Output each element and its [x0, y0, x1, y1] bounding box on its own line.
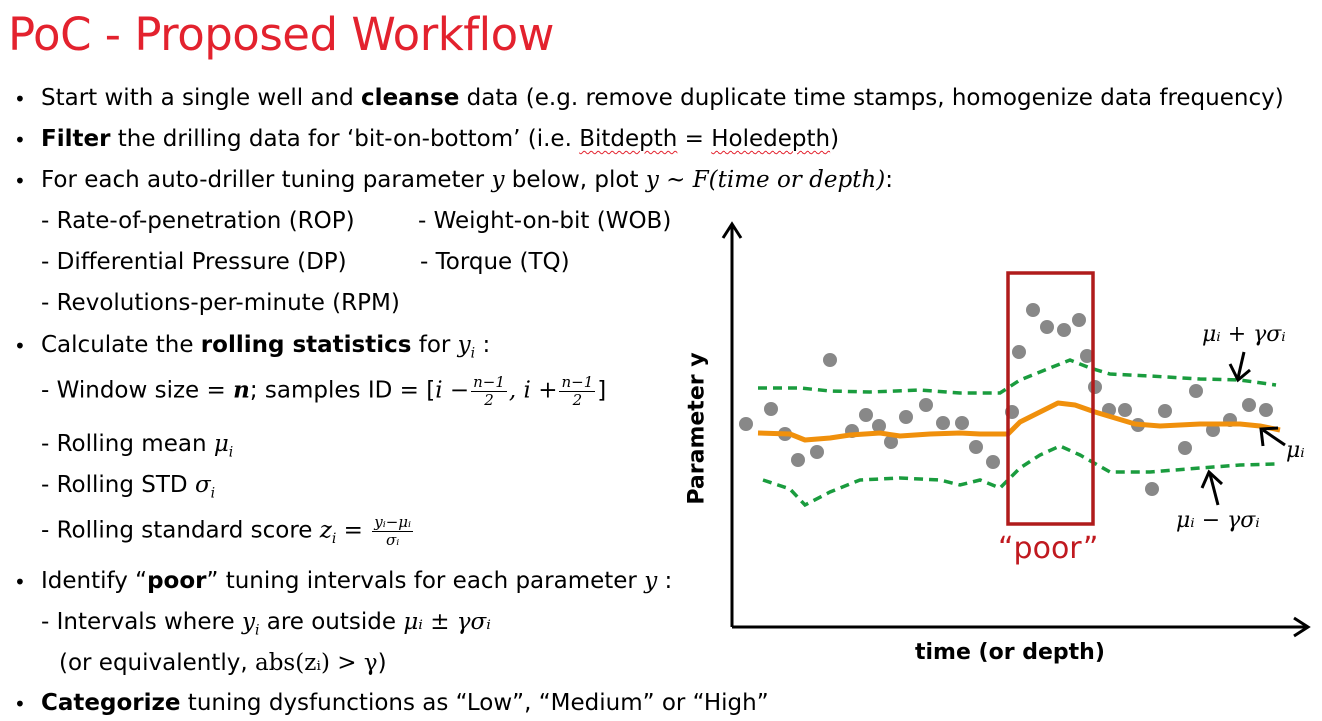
upper-band-label: μᵢ + γσᵢ: [1202, 322, 1286, 347]
poor-interval-box: [1006, 271, 1095, 526]
x-axis-arrowhead: [1293, 616, 1311, 638]
page-title: PoC - Proposed Workflow: [8, 8, 554, 61]
x-axis-label: time (or depth): [915, 640, 1105, 665]
y-axis-arrowhead: [721, 221, 743, 239]
mean-band-label: μᵢ: [1286, 438, 1305, 463]
poor-label: “poor”: [998, 531, 1099, 566]
upper-band-line: [758, 358, 1277, 395]
upper-arrow: [1236, 351, 1246, 379]
lower-band-label: μᵢ − γσᵢ: [1176, 508, 1260, 533]
mean-line: [757, 400, 1281, 443]
lower-arrow: [1208, 473, 1220, 506]
rolling-stats-diagram: [721, 221, 1311, 638]
lower-band-line: [762, 444, 1277, 508]
mean-arrow: [1262, 428, 1286, 447]
